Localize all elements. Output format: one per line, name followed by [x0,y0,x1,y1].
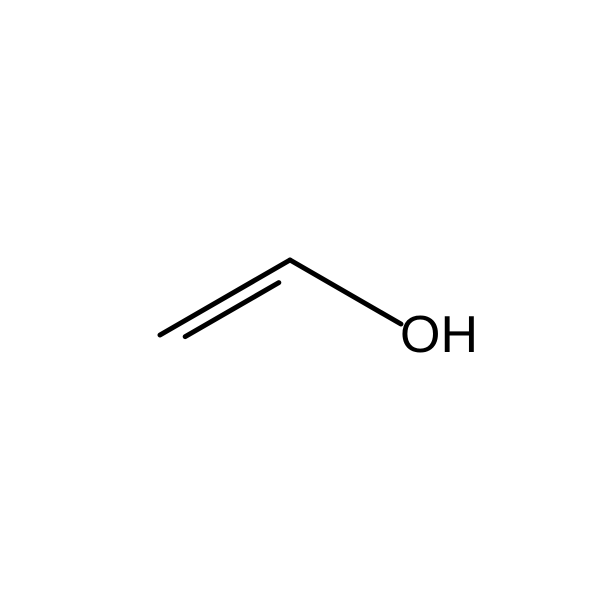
atom-label: OH [400,305,478,365]
bond-layer [0,0,600,600]
bond-line [160,260,290,335]
chemical-structure-canvas: OH [0,0,600,600]
bond-line [290,260,401,324]
